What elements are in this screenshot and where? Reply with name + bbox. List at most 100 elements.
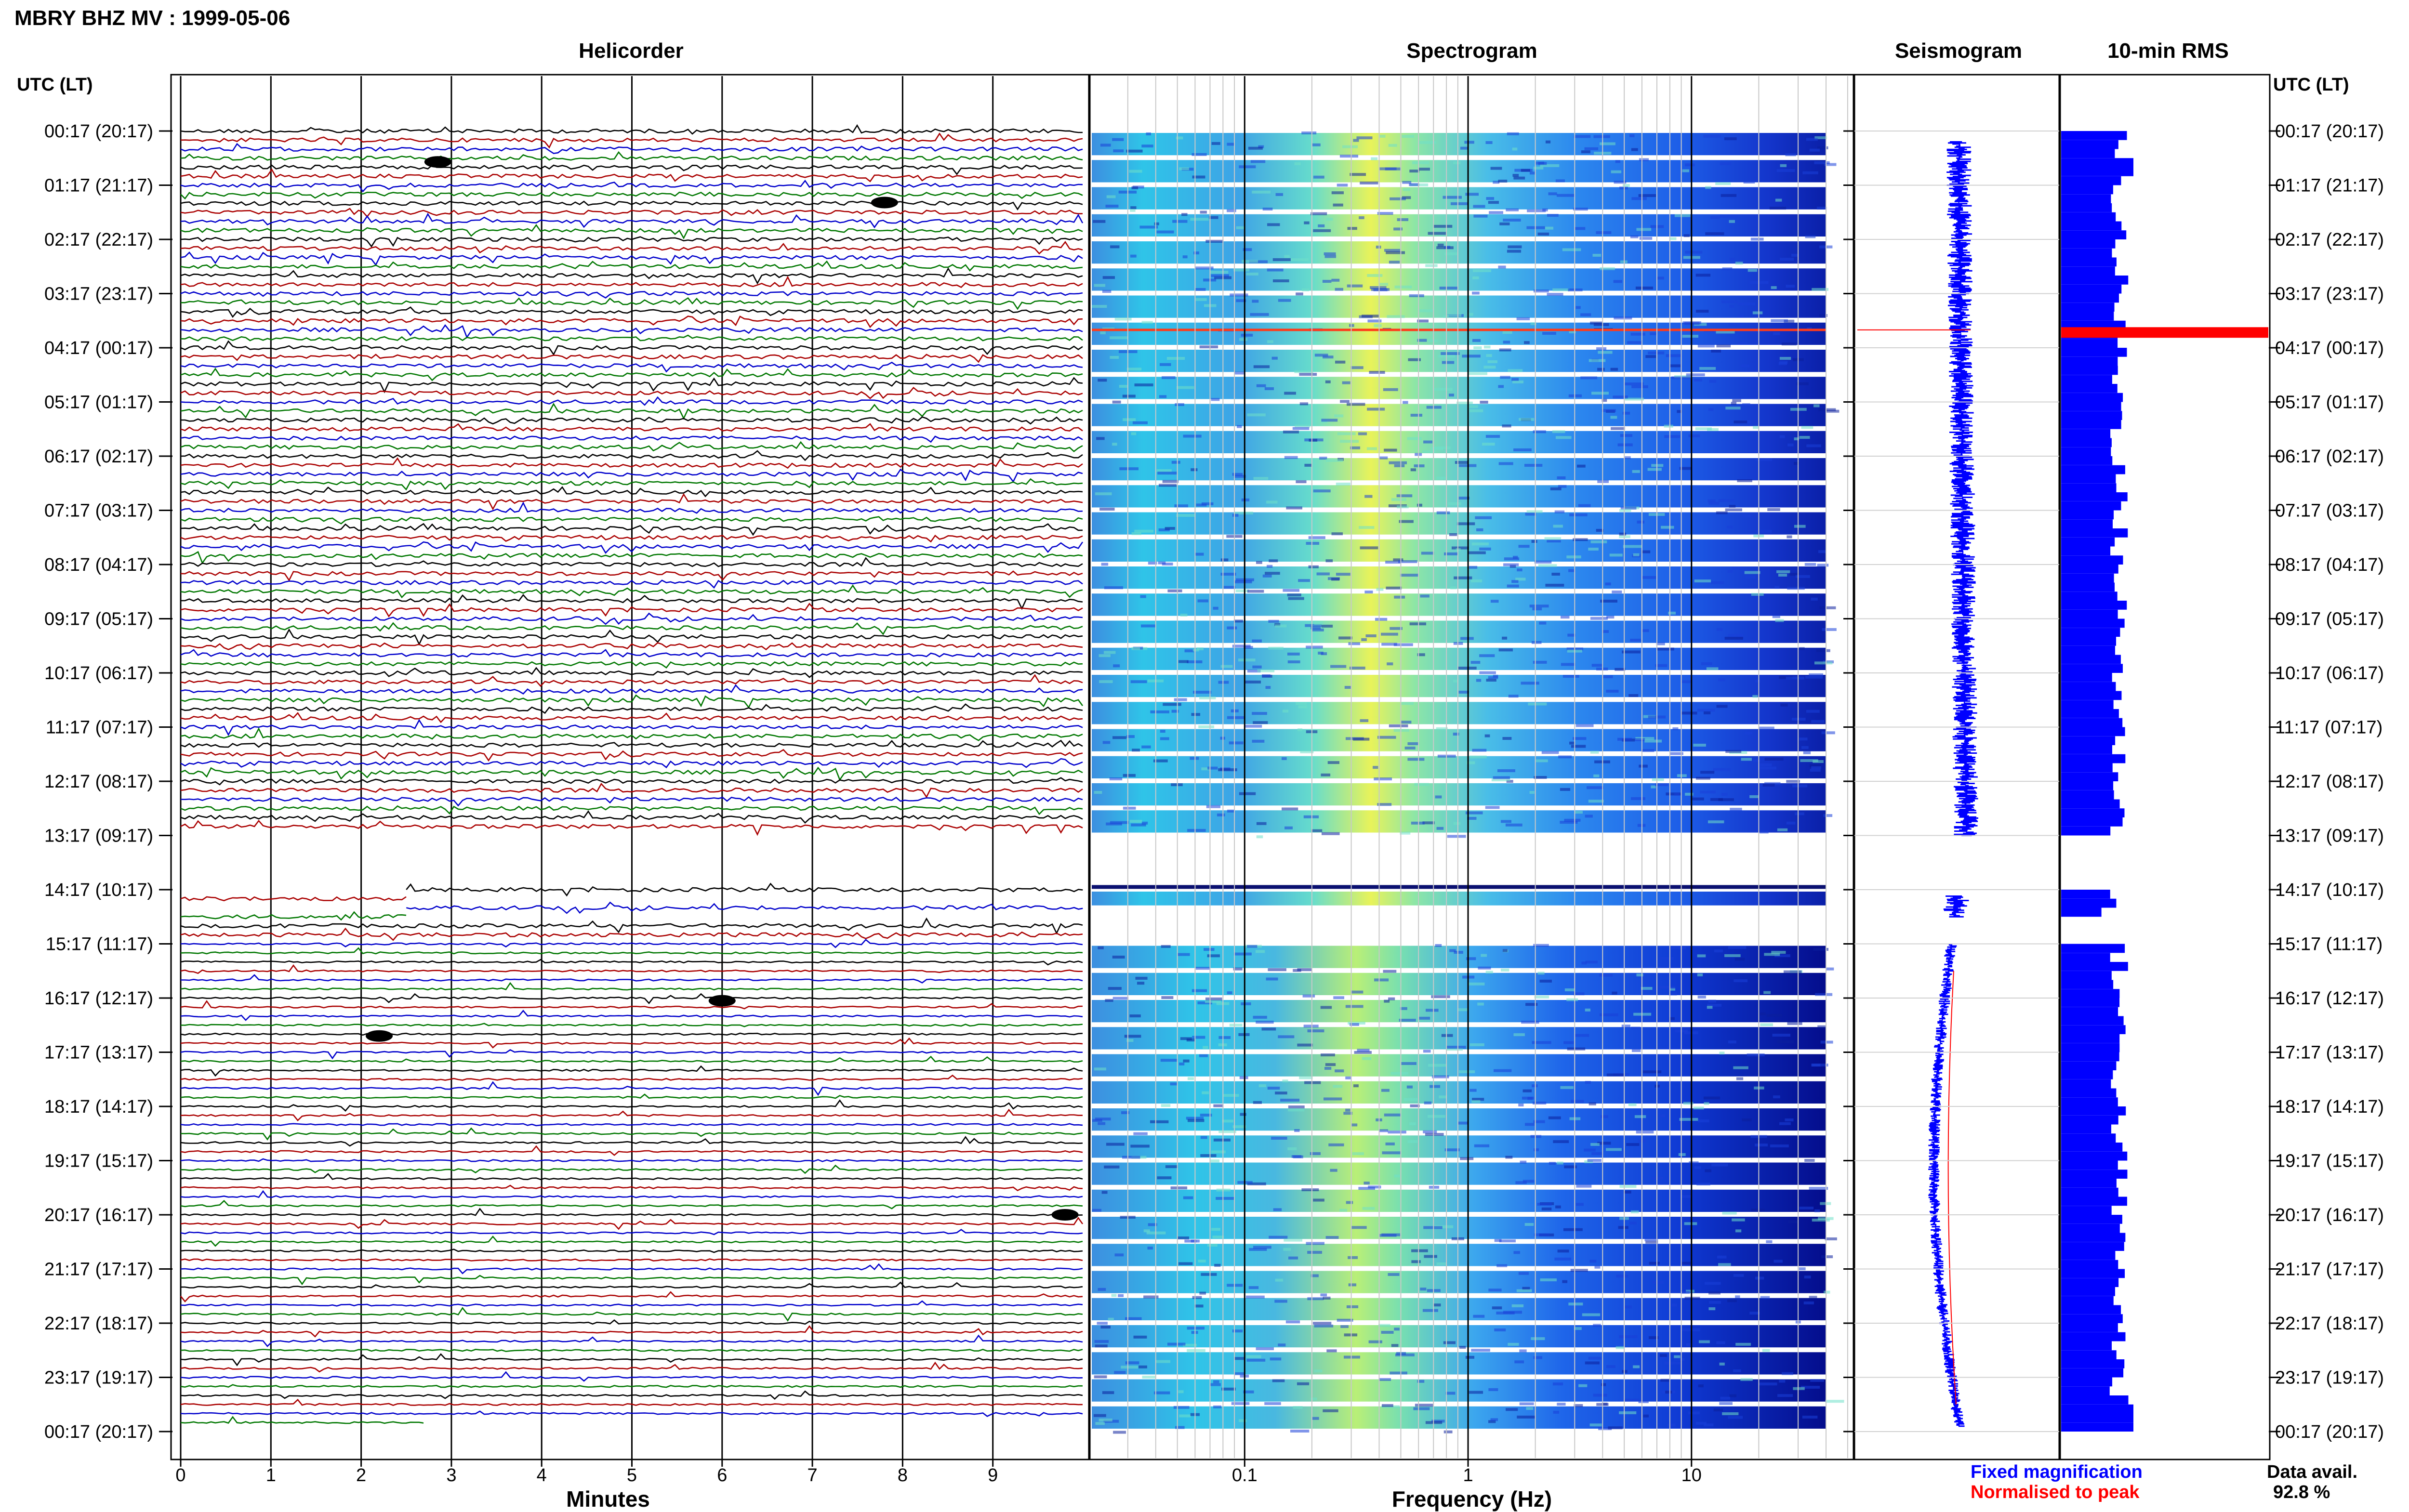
rms-bar [2061, 1242, 2124, 1251]
spectrogram-speckle [1631, 197, 1647, 200]
spectrogram-speckle [1399, 1018, 1416, 1022]
panel-title-spectrogram: Spectrogram [1406, 39, 1537, 63]
helicorder-trace [180, 649, 1083, 658]
helicorder-trace [180, 1190, 1083, 1199]
spectrogram-speckle [1336, 482, 1350, 486]
spectrogram-speckle [1610, 416, 1617, 419]
helicorder-trace [180, 674, 1083, 687]
spectrogram-speckle [1665, 1391, 1672, 1394]
rms-bar [2061, 907, 2102, 917]
rms-bar [2061, 366, 2118, 375]
spectrogram-speckle [1517, 1415, 1536, 1419]
spectrogram-speckle [1824, 163, 1837, 166]
helicorder-trace [180, 1349, 1083, 1352]
spectrogram-speckle [1477, 1002, 1484, 1006]
spectrogram-speckle [1524, 1223, 1534, 1226]
spectrogram-speckle [1312, 1322, 1332, 1325]
spectrogram-speckle [1301, 1188, 1319, 1192]
helicorder-trace [180, 1145, 1083, 1156]
rms-bar [2061, 483, 2117, 492]
spectrogram-speckle [1686, 373, 1705, 377]
rms-bar [2061, 1115, 2118, 1125]
helicorder-trace [180, 361, 1083, 373]
spectrogram-speckle [1553, 525, 1563, 528]
spectrogram-speckle [1453, 680, 1458, 683]
spectrogram-speckle [1753, 426, 1760, 429]
spectrogram-speckle [1409, 294, 1424, 297]
time-label-right: 06:17 (02:17) [2275, 447, 2384, 467]
data-avail-label: Data avail. [2267, 1462, 2357, 1482]
time-label-right: 05:17 (01:17) [2275, 393, 2384, 413]
spectrogram-speckle [1674, 1355, 1681, 1358]
spectrogram-speckle [1534, 776, 1547, 779]
spectrogram-speckle [1727, 570, 1733, 573]
spectrogram-speckle [1538, 564, 1557, 567]
rms-bar [2061, 682, 2116, 691]
spectrogram-speckle [1304, 221, 1310, 224]
helicorder-trace [180, 727, 1083, 741]
spectrogram-speckle [1697, 709, 1715, 712]
helicorder-trace [180, 1164, 1083, 1174]
spectrogram-speckle [1422, 450, 1436, 453]
spectrogram-speckle [1441, 352, 1460, 355]
spectrogram-speckle [1296, 292, 1303, 296]
spectrogram-speckle [1621, 1025, 1630, 1028]
spectrogram-speckle [1476, 679, 1482, 682]
spectrogram-speckle [1212, 1236, 1224, 1239]
spectrogram-speckle [1396, 494, 1413, 498]
spectrogram-speckle [1731, 402, 1737, 405]
rms-bar [2061, 1233, 2126, 1242]
spectrogram-speckle [1525, 1123, 1535, 1126]
spectrogram-speckle [1229, 741, 1244, 745]
spectrogram-speckle [1554, 510, 1565, 513]
helicorder-trace [180, 151, 1083, 161]
spectrogram-speckle [1257, 669, 1275, 672]
spectrogram-speckle [1469, 405, 1478, 408]
spectrogram-speckle [1284, 456, 1298, 459]
spectrogram-speckle [1436, 1262, 1447, 1265]
spectrogram-speckle [1214, 1263, 1221, 1267]
spectrogram-speckle [1417, 1380, 1425, 1383]
spectrogram-speckle [1812, 1218, 1830, 1222]
spectrogram-speckle [1310, 1397, 1317, 1401]
spectrogram-speckle [1505, 1156, 1513, 1159]
helicorder-xtick-label: 7 [807, 1465, 818, 1486]
spectrogram-speckle [1498, 462, 1513, 465]
spectrogram-speckle [1282, 1079, 1288, 1083]
spectrogram-speckle [1473, 269, 1492, 272]
spectrogram-speckle [1557, 1249, 1569, 1253]
spectrogram-speckle [1374, 777, 1392, 781]
spectrogram-speckle [1204, 948, 1215, 951]
spectrogram-speckle [1433, 1303, 1441, 1307]
spectrogram-speckle [1139, 225, 1158, 229]
spectrogram-speckle [1522, 1089, 1532, 1092]
helicorder-trace [180, 1000, 1083, 1010]
spectrogram-speckle [1513, 555, 1518, 559]
helicorder-trace [180, 749, 1083, 762]
spectrogram-speckle [1588, 1102, 1596, 1105]
helicorder-trace [180, 276, 1083, 288]
spectrogram-speckle [1494, 1069, 1512, 1072]
rms-bar [2061, 1278, 2119, 1287]
spectrogram-speckle [1227, 809, 1234, 813]
spectrogram-speckle [1102, 289, 1112, 293]
spectrogram-speckle [1625, 397, 1644, 401]
spectrogram-speckle [1668, 992, 1677, 996]
spectrogram-row [1092, 1162, 1826, 1185]
spectrogram-speckle [1247, 590, 1264, 593]
spectrogram-speckle [1099, 654, 1111, 657]
spectrogram-speckle [1488, 1388, 1498, 1391]
spectrogram-speckle [1099, 508, 1115, 511]
spectrogram-speckle [1284, 392, 1296, 395]
spectrogram-speckle [1424, 1101, 1432, 1104]
spectrogram-speckle [1697, 1119, 1709, 1123]
spectrogram-speckle [1638, 1400, 1649, 1404]
spectrogram-speckle [1211, 274, 1230, 277]
spectrogram-speckle [1324, 255, 1337, 258]
helicorder-trace [180, 1263, 1083, 1275]
helicorder-trace [180, 334, 1083, 342]
spectrogram-speckle [1774, 1260, 1783, 1263]
helicorder-xtick-label: 8 [898, 1465, 908, 1486]
spectrogram-speckle [1684, 1297, 1700, 1300]
spectrogram-speckle [1724, 954, 1741, 957]
